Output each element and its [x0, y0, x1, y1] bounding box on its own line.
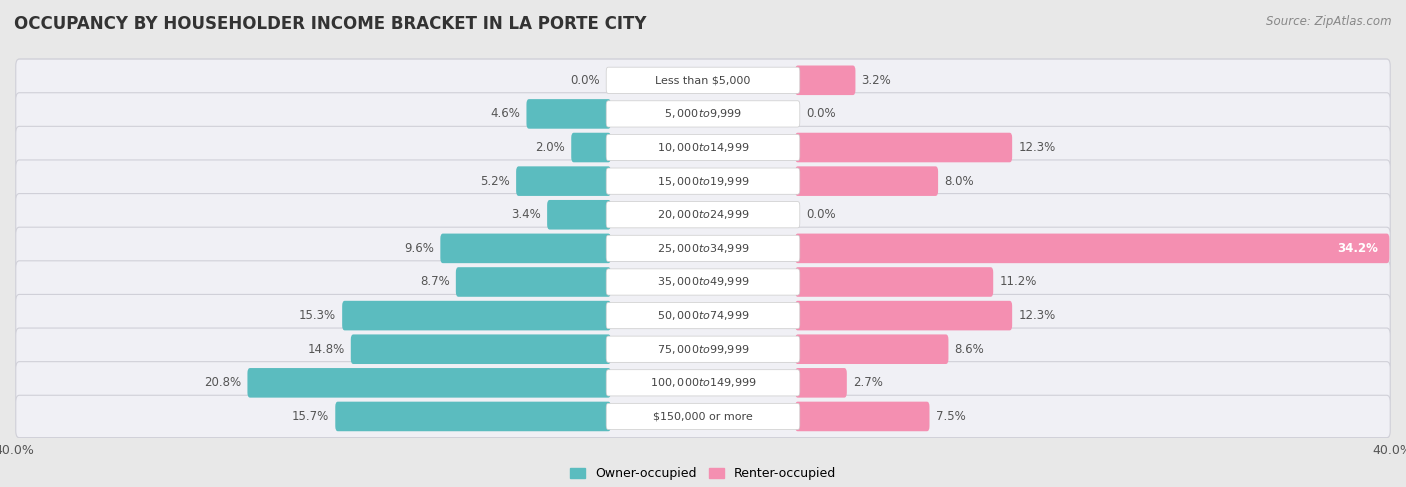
FancyBboxPatch shape: [15, 328, 1391, 371]
FancyBboxPatch shape: [547, 200, 610, 229]
FancyBboxPatch shape: [516, 167, 610, 196]
FancyBboxPatch shape: [15, 362, 1391, 404]
FancyBboxPatch shape: [15, 295, 1391, 337]
FancyBboxPatch shape: [606, 67, 800, 94]
FancyBboxPatch shape: [15, 394, 1391, 438]
Text: 12.3%: 12.3%: [1018, 141, 1056, 154]
Text: 20.8%: 20.8%: [204, 376, 242, 389]
Text: 3.4%: 3.4%: [512, 208, 541, 221]
FancyBboxPatch shape: [606, 370, 800, 396]
Text: 0.0%: 0.0%: [569, 74, 599, 87]
FancyBboxPatch shape: [606, 101, 800, 127]
FancyBboxPatch shape: [606, 134, 800, 161]
Text: $75,000 to $99,999: $75,000 to $99,999: [657, 343, 749, 356]
Text: $25,000 to $34,999: $25,000 to $34,999: [657, 242, 749, 255]
Legend: Owner-occupied, Renter-occupied: Owner-occupied, Renter-occupied: [565, 462, 841, 485]
FancyBboxPatch shape: [796, 65, 855, 95]
FancyBboxPatch shape: [606, 168, 800, 194]
Text: 8.7%: 8.7%: [420, 276, 450, 288]
Text: 5.2%: 5.2%: [481, 175, 510, 187]
FancyBboxPatch shape: [15, 58, 1391, 102]
FancyBboxPatch shape: [15, 227, 1391, 269]
FancyBboxPatch shape: [15, 226, 1391, 270]
Text: $150,000 or more: $150,000 or more: [654, 412, 752, 421]
Text: $35,000 to $49,999: $35,000 to $49,999: [657, 276, 749, 288]
Text: 15.7%: 15.7%: [292, 410, 329, 423]
FancyBboxPatch shape: [796, 335, 949, 364]
FancyBboxPatch shape: [606, 403, 800, 430]
Text: 11.2%: 11.2%: [1000, 276, 1036, 288]
FancyBboxPatch shape: [571, 133, 610, 162]
Text: 9.6%: 9.6%: [405, 242, 434, 255]
FancyBboxPatch shape: [350, 335, 610, 364]
FancyBboxPatch shape: [15, 93, 1391, 135]
FancyBboxPatch shape: [15, 92, 1391, 136]
Text: 3.2%: 3.2%: [862, 74, 891, 87]
FancyBboxPatch shape: [15, 193, 1391, 237]
Text: 0.0%: 0.0%: [807, 208, 837, 221]
FancyBboxPatch shape: [796, 368, 846, 397]
FancyBboxPatch shape: [456, 267, 610, 297]
FancyBboxPatch shape: [15, 59, 1391, 101]
Text: 4.6%: 4.6%: [491, 108, 520, 120]
FancyBboxPatch shape: [796, 402, 929, 431]
FancyBboxPatch shape: [526, 99, 610, 129]
FancyBboxPatch shape: [796, 234, 1389, 263]
Text: 34.2%: 34.2%: [1337, 242, 1378, 255]
Text: $50,000 to $74,999: $50,000 to $74,999: [657, 309, 749, 322]
FancyBboxPatch shape: [15, 294, 1391, 337]
FancyBboxPatch shape: [342, 301, 610, 330]
Text: $10,000 to $14,999: $10,000 to $14,999: [657, 141, 749, 154]
FancyBboxPatch shape: [796, 301, 1012, 330]
FancyBboxPatch shape: [15, 159, 1391, 203]
Text: OCCUPANCY BY HOUSEHOLDER INCOME BRACKET IN LA PORTE CITY: OCCUPANCY BY HOUSEHOLDER INCOME BRACKET …: [14, 15, 647, 33]
Text: 8.6%: 8.6%: [955, 343, 984, 356]
FancyBboxPatch shape: [606, 269, 800, 295]
FancyBboxPatch shape: [796, 167, 938, 196]
Text: 8.0%: 8.0%: [945, 175, 974, 187]
FancyBboxPatch shape: [606, 336, 800, 362]
Text: $5,000 to $9,999: $5,000 to $9,999: [664, 108, 742, 120]
Text: 7.5%: 7.5%: [935, 410, 966, 423]
Text: $100,000 to $149,999: $100,000 to $149,999: [650, 376, 756, 389]
Text: 0.0%: 0.0%: [807, 108, 837, 120]
FancyBboxPatch shape: [15, 126, 1391, 169]
Text: $20,000 to $24,999: $20,000 to $24,999: [657, 208, 749, 221]
FancyBboxPatch shape: [15, 261, 1391, 303]
FancyBboxPatch shape: [15, 160, 1391, 202]
FancyBboxPatch shape: [15, 361, 1391, 405]
Text: $15,000 to $19,999: $15,000 to $19,999: [657, 175, 749, 187]
Text: Source: ZipAtlas.com: Source: ZipAtlas.com: [1267, 15, 1392, 28]
FancyBboxPatch shape: [247, 368, 610, 397]
FancyBboxPatch shape: [796, 267, 993, 297]
Text: 15.3%: 15.3%: [299, 309, 336, 322]
FancyBboxPatch shape: [15, 126, 1391, 169]
FancyBboxPatch shape: [15, 395, 1391, 438]
FancyBboxPatch shape: [335, 402, 610, 431]
FancyBboxPatch shape: [15, 327, 1391, 371]
Text: 2.0%: 2.0%: [536, 141, 565, 154]
FancyBboxPatch shape: [15, 260, 1391, 304]
Text: 2.7%: 2.7%: [853, 376, 883, 389]
FancyBboxPatch shape: [440, 234, 610, 263]
FancyBboxPatch shape: [606, 202, 800, 228]
FancyBboxPatch shape: [15, 193, 1391, 236]
FancyBboxPatch shape: [606, 235, 800, 262]
Text: 12.3%: 12.3%: [1018, 309, 1056, 322]
FancyBboxPatch shape: [796, 133, 1012, 162]
Text: Less than $5,000: Less than $5,000: [655, 75, 751, 85]
FancyBboxPatch shape: [606, 302, 800, 329]
Text: 14.8%: 14.8%: [308, 343, 344, 356]
